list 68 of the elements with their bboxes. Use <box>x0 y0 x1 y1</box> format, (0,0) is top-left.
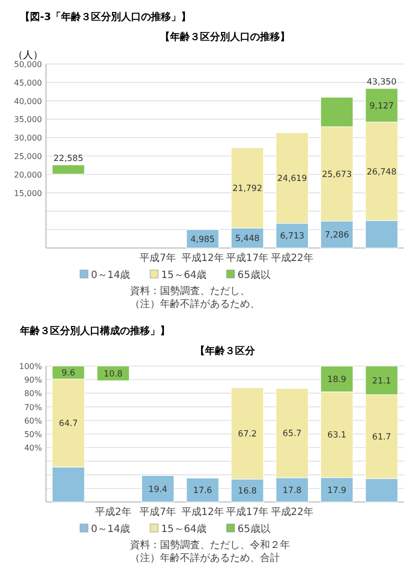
y-tick-label: 50,000 <box>14 60 42 69</box>
bar <box>141 475 174 502</box>
y-tick-label: 40% <box>24 444 42 453</box>
data-label: 24,619 <box>277 174 307 184</box>
data-label: 26,748 <box>366 167 396 178</box>
data-label: 65.7 <box>282 429 302 440</box>
data-label: 17.8 <box>282 486 302 496</box>
chart-subtitle: 年齢３区分別人口構成の推移」】 <box>19 325 170 337</box>
text: 資料：国勢調査、ただし、 <box>130 285 250 297</box>
x-tick-label: 平成17年 <box>226 506 269 518</box>
x-tick-label: 平成12年 <box>181 252 224 264</box>
y-tick-label: 50% <box>24 430 42 439</box>
bar <box>186 478 220 502</box>
legend-label: 15～64歳 <box>161 523 207 535</box>
y-tick-label: 25,000 <box>14 152 42 161</box>
bar <box>96 366 130 381</box>
legend-label: 15～64歳 <box>161 269 207 281</box>
y-tick-label: 35,000 <box>14 115 42 124</box>
x-tick-label: 平成2年 <box>94 506 132 518</box>
y-tick-label: 15,000 <box>14 188 42 198</box>
y-tick-label: 80% <box>24 389 42 398</box>
data-label: 25,673 <box>322 170 352 180</box>
bar <box>52 164 85 174</box>
text: 資料：国勢調査、ただし、令和２年 <box>130 539 290 551</box>
data-label: 6,713 <box>280 232 304 242</box>
annotation: 22,585 <box>54 154 84 164</box>
y-tick-label: 30,000 <box>14 134 42 143</box>
data-label: 67.2 <box>238 429 257 440</box>
y-tick-label: 40,000 <box>14 96 42 106</box>
chart-subtitle: 【図-3「年齢３区分別人口の推移」】 <box>20 11 192 23</box>
data-label: 61.7 <box>372 432 392 443</box>
data-label: 17.9 <box>327 486 346 496</box>
text: （注）年齢不詳があるため、合計 <box>130 552 280 564</box>
x-tick-label: 平成7年 <box>140 506 176 518</box>
data-label: 63.1 <box>327 430 346 441</box>
y-tick-label: 20,000 <box>14 170 42 180</box>
legend-label: 65歳以 <box>238 523 270 535</box>
x-tick-label: 平成7年 <box>140 252 176 264</box>
x-tick-label: 平成17年 <box>226 252 269 264</box>
data-label: 21,792 <box>232 184 262 194</box>
x-tick-label: 平成22年 <box>270 252 314 264</box>
data-label: 17.6 <box>193 486 212 496</box>
y-tick-label: 45,000 <box>14 78 42 88</box>
legend-label: 0～14歳 <box>91 523 130 535</box>
legend-label: 0～14歳 <box>91 269 130 281</box>
legend-label: 65歳以 <box>238 269 270 281</box>
data-label: 19.4 <box>148 484 168 495</box>
data-label: 10.8 <box>104 369 123 380</box>
data-label: 18.9 <box>327 374 346 385</box>
y-axis-title: （人） <box>13 50 43 61</box>
data-label: 16.8 <box>238 486 257 497</box>
data-label: 5,448 <box>235 234 260 244</box>
y-tick-label: 90% <box>24 376 42 385</box>
chart-title: 【年齢３区分 <box>195 345 256 357</box>
text: （注）年齢不詳があるため、 <box>130 298 260 310</box>
data-label: 9.6 <box>62 368 76 379</box>
data-label: 4,985 <box>190 234 215 245</box>
total-label: 43,350 <box>366 77 396 88</box>
y-tick-label: 100% <box>19 362 42 371</box>
y-tick-label: 60% <box>24 416 42 426</box>
x-tick-label: 平成22年 <box>270 506 314 518</box>
data-label: 21.1 <box>372 376 392 386</box>
y-tick-label: 70% <box>24 402 42 412</box>
data-label: 9,127 <box>369 101 394 112</box>
chart-title: 【年齢３区分別人口の推移】 <box>160 31 290 43</box>
x-tick-label: 平成12年 <box>181 506 224 518</box>
data-label: 7,286 <box>324 230 350 241</box>
data-label: 64.7 <box>58 419 78 430</box>
